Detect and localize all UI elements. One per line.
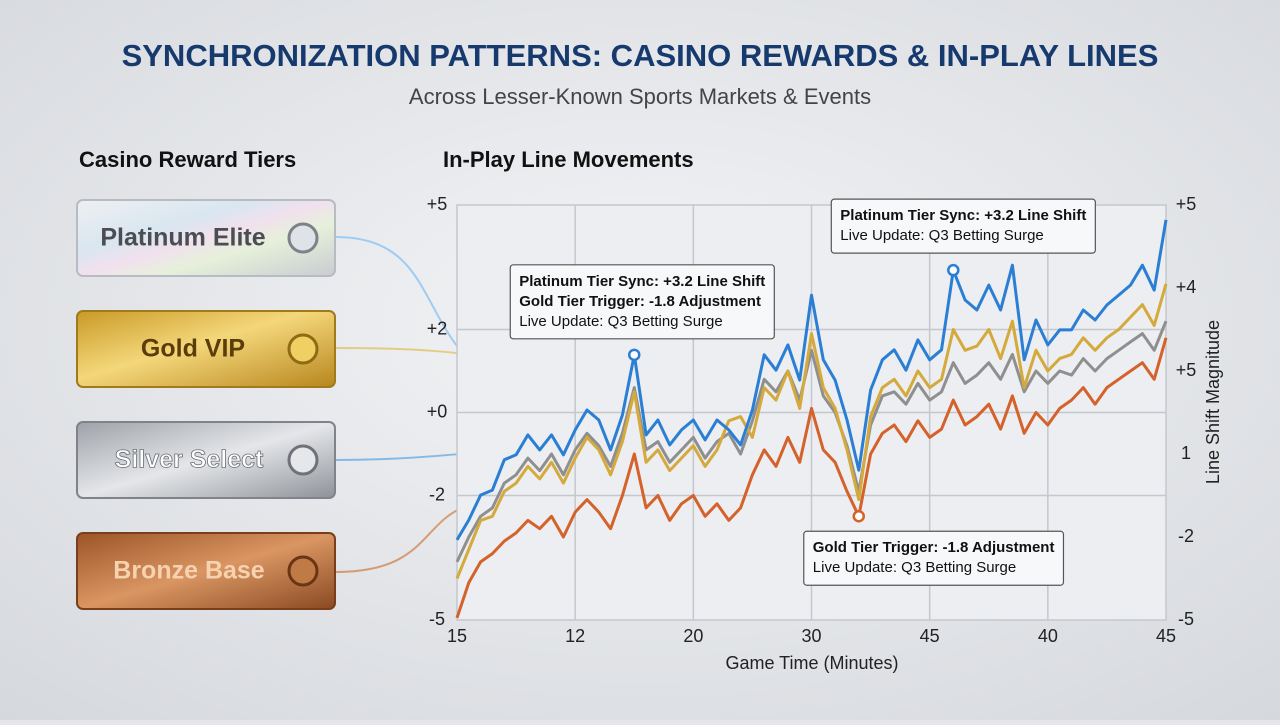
tier-plate (76, 310, 336, 388)
annotation-text: Live Update: Q3 Betting Surge (840, 227, 1043, 244)
annotation-text: Platinum Tier Sync: +3.2 Line Shift (840, 207, 1086, 224)
y2-axis-label: Line Shift Magnitude (1203, 320, 1223, 484)
annotation-text: Gold Tier Trigger: -1.8 Adjustment (519, 293, 761, 310)
annotation-point (947, 263, 960, 277)
x-tick-label: 40 (1038, 626, 1058, 646)
y2-tick-label: +4 (1176, 277, 1197, 297)
annotation-point (852, 510, 866, 523)
connector (334, 504, 471, 573)
series-line (455, 320, 1168, 563)
plot: +5+2+0-2-515 12 20 30 45 40 45+5+4+51-2-5Plati… (427, 194, 1197, 646)
y2-tick-label: -2 (1178, 526, 1194, 546)
x-axis-label: Game Time (Minutes) (725, 653, 898, 673)
tiers-title: Casino Reward Tiers (79, 147, 296, 172)
annotation-text: Live Update: Q3 Betting Surge (519, 313, 722, 330)
tier-plates: Platinum Elite Gold VIP Silver Select Br… (76, 199, 336, 610)
annotation-text: Gold Tier Trigger: -1.8 Adjustment (813, 539, 1055, 556)
x-tick-label: 12 (565, 626, 585, 646)
y-tick-label: +0 (427, 401, 448, 421)
y2-tick-label: 1 (1181, 443, 1191, 463)
y-tick-label: -5 (429, 609, 445, 629)
tier-knob (287, 333, 319, 365)
chart-title: In-Play Line Movements (443, 147, 694, 172)
annotation-box (803, 530, 1065, 586)
y-tick-label: +5 (427, 194, 448, 214)
annotation-text: Platinum Tier Sync: +3.2 Line Shift (519, 273, 765, 290)
tier-knob (287, 222, 319, 254)
series-line (455, 219, 1168, 541)
y2-tick-label: +5 (1176, 194, 1197, 214)
tier-label: Bronze Base (113, 557, 265, 585)
page-title: SYNCHRONIZATION PATTERNS: CASINO REWARDS… (122, 38, 1159, 73)
x-tick-label: 15 (447, 626, 467, 646)
series-line (455, 337, 1168, 619)
y-tick-label: +2 (427, 318, 448, 338)
page-subtitle: Across Lesser-Known Sports Markets & Eve… (409, 84, 871, 109)
annotation-point (628, 348, 641, 362)
tier-label: Platinum Elite (100, 224, 265, 252)
tier-plate (76, 421, 336, 499)
y2-tick-label: -5 (1178, 609, 1194, 629)
tier-plate (76, 532, 336, 610)
x-tick-label: 45 (920, 626, 940, 646)
x-tick-label: 20 (683, 626, 703, 646)
tier-knob (287, 555, 319, 587)
series-line (455, 283, 1168, 580)
annotation-text: Live Update: Q3 Betting Surge (813, 559, 1016, 576)
x-tick-label: 45 (1156, 626, 1176, 646)
tier-label: Silver Select (115, 446, 264, 474)
annotation-box (509, 264, 775, 340)
tier-knob (287, 444, 319, 476)
annotation-box (830, 198, 1096, 254)
tier-label: Gold VIP (141, 335, 245, 363)
y2-tick-label: +5 (1176, 360, 1197, 380)
y-tick-label: -2 (429, 484, 445, 504)
x-tick-label: 30 (801, 626, 821, 646)
tier-plate (76, 199, 336, 277)
